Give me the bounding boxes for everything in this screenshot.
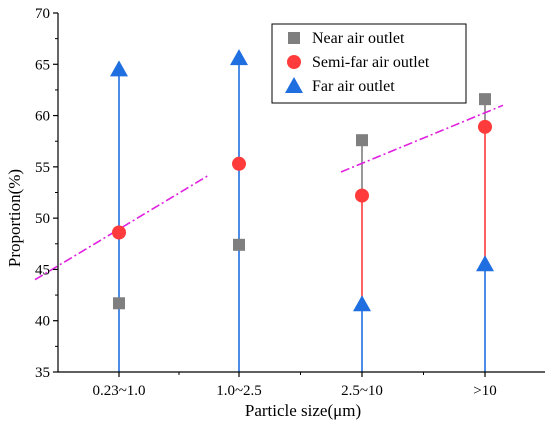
x-tick-label: 0.23~1.0	[92, 383, 145, 399]
x-tick-label: 1.0~2.5	[216, 383, 262, 399]
y-tick-label: 55	[35, 160, 50, 176]
legend-box	[271, 23, 467, 104]
legend-label: Far air outlet	[312, 78, 395, 95]
x-tick-label: 2.5~10	[341, 383, 383, 399]
trend-lines	[34, 104, 504, 281]
circle-marker	[232, 156, 246, 171]
triangle-marker	[476, 255, 494, 272]
y-tick-label: 65	[35, 57, 50, 73]
circle-marker	[355, 188, 369, 203]
x-axis-title: Particle size(μm)	[245, 401, 361, 420]
legend-marker	[287, 55, 301, 69]
y-tick-label: 35	[35, 365, 50, 381]
square-marker	[113, 297, 125, 310]
y-tick-label: 70	[35, 6, 50, 22]
x-tick-label: >10	[473, 383, 496, 399]
triangle-marker	[353, 295, 371, 312]
trend-line	[340, 104, 504, 173]
y-tick-label: 40	[35, 314, 50, 330]
legend-marker	[285, 77, 303, 93]
range-lines	[118, 58, 486, 372]
triangle-marker	[230, 49, 248, 66]
legend-marker	[288, 32, 300, 44]
data-markers	[110, 49, 494, 312]
y-axis-ticks: 35 40 45 50 55 60 65 70	[35, 6, 58, 381]
y-axis-title: Proportion(%)	[5, 169, 24, 267]
square-marker	[356, 134, 368, 147]
circle-marker	[112, 225, 126, 240]
x-axis-ticks: 0.23~1.0 1.0~2.5 2.5~10 >10	[92, 372, 497, 399]
square-marker	[233, 238, 245, 251]
legend: Near air outlet Semi-far air outlet Far ai…	[271, 23, 467, 104]
circle-marker	[478, 119, 492, 134]
y-tick-label: 45	[35, 262, 50, 278]
y-tick-label: 50	[35, 211, 50, 227]
legend-label: Near air outlet	[312, 30, 405, 47]
square-marker	[479, 93, 491, 106]
y-tick-label: 60	[35, 109, 50, 125]
triangle-marker	[110, 60, 128, 77]
legend-label: Semi-far air outlet	[312, 54, 430, 71]
